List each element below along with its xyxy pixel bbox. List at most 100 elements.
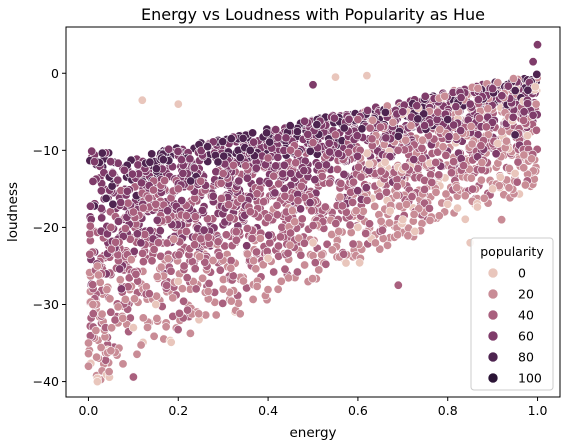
scatter-point (185, 328, 195, 338)
scatter-point (208, 191, 218, 201)
scatter-point (128, 207, 138, 217)
scatter-point (368, 115, 378, 125)
scatter-point (295, 204, 305, 214)
scatter-point (163, 254, 173, 264)
scatter-point (204, 278, 214, 288)
scatter-point (116, 284, 126, 294)
scatter-point (248, 294, 258, 304)
scatter-point (443, 199, 453, 209)
scatter-point (120, 224, 130, 234)
scatter-point (330, 130, 340, 140)
scatter-point (273, 133, 283, 143)
scatter-point (477, 158, 487, 168)
scatter-point (434, 211, 444, 221)
x-tick-label: 1.0 (528, 403, 548, 418)
scatter-point (296, 250, 306, 260)
scatter-point (444, 132, 454, 142)
scatter-point (285, 145, 295, 155)
y-tick-label: −30 (33, 297, 59, 312)
scatter-point (228, 160, 238, 170)
scatter-point (345, 220, 355, 230)
scatter-point (115, 275, 125, 285)
scatter-point (317, 171, 327, 181)
scatter-point (195, 252, 205, 262)
scatter-point (308, 138, 318, 148)
scatter-point (242, 224, 252, 234)
scatter-point (382, 240, 392, 250)
scatter-point (265, 238, 275, 248)
scatter-point (123, 198, 133, 208)
scatter-point (431, 187, 441, 197)
scatter-point (106, 307, 116, 317)
scatter-point (365, 123, 375, 133)
scatter-point (251, 264, 261, 274)
scatter-point (409, 155, 419, 165)
scatter-point (294, 233, 304, 243)
scatter-point (320, 202, 330, 212)
scatter-point (510, 86, 520, 96)
scatter-point (218, 284, 228, 294)
scatter-point (218, 169, 228, 179)
scatter-point (249, 256, 259, 266)
scatter-point (401, 199, 411, 209)
scatter-point (255, 233, 265, 243)
legend-label: 100 (518, 371, 542, 386)
scatter-point (510, 169, 520, 179)
scatter-point (314, 161, 324, 171)
legend: popularity 0 20 40 60 80 100 (470, 237, 554, 391)
scatter-point (339, 169, 349, 179)
scatter-point (531, 125, 541, 135)
scatter-point (335, 192, 345, 202)
legend-marker (487, 288, 499, 300)
scatter-point (367, 134, 377, 144)
scatter-point (190, 212, 200, 222)
scatter-point (297, 214, 307, 224)
scatter-point (228, 271, 238, 281)
legend-label: 60 (518, 329, 534, 344)
scatter-point (104, 367, 114, 377)
scatter-point (310, 175, 320, 185)
scatter-point (522, 131, 532, 141)
scatter-point (138, 203, 148, 213)
scatter-point (285, 240, 295, 250)
scatter-point (281, 133, 291, 143)
scatter-point (85, 229, 95, 239)
scatter-point (136, 340, 146, 350)
scatter-point (532, 69, 542, 79)
legend-label: 40 (518, 308, 534, 323)
scatter-point (84, 349, 94, 359)
scatter-point (300, 260, 310, 270)
scatter-point (532, 40, 542, 50)
scatter-point (177, 155, 187, 165)
scatter-point (175, 308, 185, 318)
scatter-point (504, 183, 514, 193)
scatter-point (362, 195, 372, 205)
scatter-point (401, 135, 411, 145)
scatter-point (238, 133, 248, 143)
scatter-point (438, 142, 448, 152)
scatter-point (392, 181, 402, 191)
scatter-point (127, 169, 137, 179)
scatter-point (449, 120, 459, 130)
scatter-point (265, 137, 275, 147)
scatter-point (137, 178, 147, 188)
scatter-point (272, 200, 282, 210)
scatter-point (443, 115, 453, 125)
scatter-point (410, 226, 420, 236)
scatter-point (283, 273, 293, 283)
scatter-point (145, 157, 155, 167)
scatter-point (327, 245, 337, 255)
scatter-point (92, 377, 102, 387)
scatter-point (393, 230, 403, 240)
scatter-point (300, 116, 310, 126)
scatter-point (196, 234, 206, 244)
scatter-point (177, 196, 187, 206)
scatter-point (186, 176, 196, 186)
scatter-point (151, 199, 161, 209)
scatter-point (85, 249, 95, 259)
scatter-point (476, 141, 486, 151)
scatter-point (296, 181, 306, 191)
scatter-point (101, 193, 111, 203)
scatter-point (434, 170, 444, 180)
scatter-point (252, 281, 262, 291)
